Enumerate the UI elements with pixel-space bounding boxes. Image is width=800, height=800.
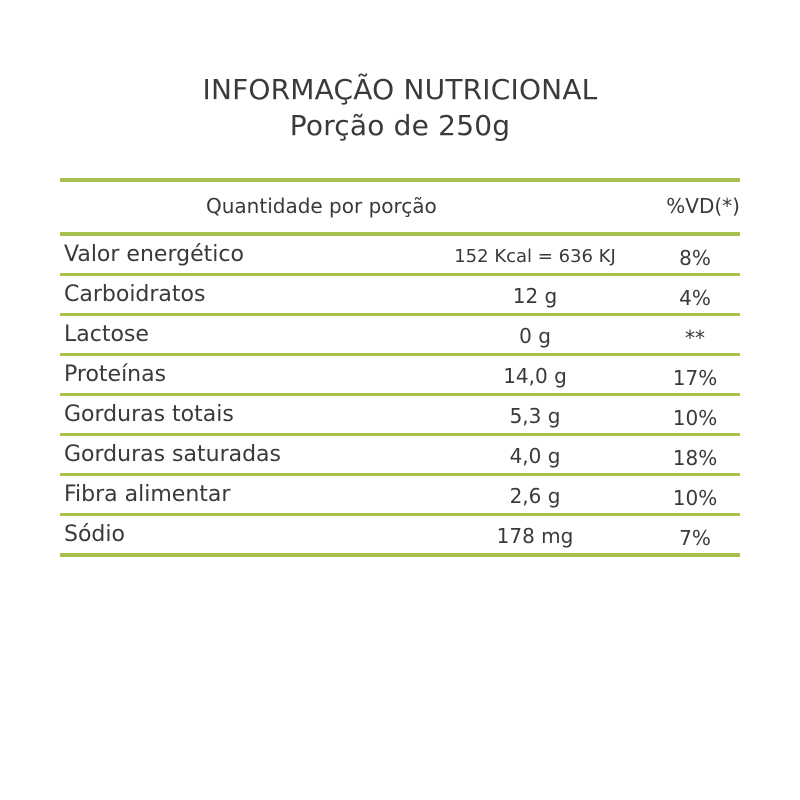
nutrient-name: Proteínas bbox=[64, 362, 167, 387]
nutrient-amount: 152 Kcal = 636 KJ bbox=[454, 246, 616, 267]
table-row: Fibra alimentar 2,6 g 10% bbox=[60, 476, 740, 513]
table-row: Lactose 0 g ** bbox=[60, 316, 740, 353]
nutrient-amount: 5,3 g bbox=[509, 404, 561, 428]
table-row: Gorduras totais 5,3 g 10% bbox=[60, 396, 740, 433]
table-row: Valor energético 152 Kcal = 636 KJ 8% bbox=[60, 236, 740, 273]
title-block: INFORMAÇÃO NUTRICIONAL Porção de 250g bbox=[0, 72, 800, 144]
row-rule bbox=[60, 473, 740, 476]
nutrient-name: Gorduras saturadas bbox=[64, 442, 282, 467]
table-row: Proteínas 14,0 g 17% bbox=[60, 356, 740, 393]
nutrient-vd: 8% bbox=[679, 246, 711, 270]
row-rule bbox=[60, 513, 740, 516]
nutrient-amount: 14,0 g bbox=[503, 364, 567, 388]
nutrient-vd: 18% bbox=[672, 446, 718, 470]
serving-size: Porção de 250g bbox=[289, 109, 511, 142]
nutrient-name: Valor energético bbox=[64, 242, 244, 267]
table-header: Quantidade por porção %VD(*) bbox=[60, 182, 740, 232]
nutrient-vd: ** bbox=[685, 326, 705, 350]
table-row: Sódio 178 mg 7% bbox=[60, 516, 740, 553]
row-rule bbox=[60, 273, 740, 276]
nutrient-vd: 17% bbox=[672, 366, 718, 390]
nutrient-vd: 10% bbox=[672, 406, 718, 430]
nutrient-amount: 2,6 g bbox=[509, 484, 561, 508]
header-vd: %VD(*) bbox=[666, 194, 740, 218]
nutrient-amount: 4,0 g bbox=[509, 444, 561, 468]
nutrient-name: Carboidratos bbox=[64, 282, 206, 307]
nutrient-vd: 7% bbox=[679, 526, 711, 550]
header-rule bbox=[60, 232, 740, 236]
nutrient-name: Gorduras totais bbox=[64, 402, 234, 427]
nutrient-name: Lactose bbox=[64, 322, 149, 347]
row-rule bbox=[60, 313, 740, 316]
nutrient-name: Sódio bbox=[64, 522, 125, 547]
nutrient-amount: 178 mg bbox=[496, 524, 574, 548]
table-row: Gorduras saturadas 4,0 g 18% bbox=[60, 436, 740, 473]
nutrient-name: Fibra alimentar bbox=[64, 482, 231, 507]
page-title: INFORMAÇÃO NUTRICIONAL bbox=[202, 73, 598, 106]
row-rule bbox=[60, 433, 740, 436]
table-row: Carboidratos 12 g 4% bbox=[60, 276, 740, 313]
nutrient-amount: 12 g bbox=[512, 284, 558, 308]
bottom-rule bbox=[60, 553, 740, 557]
nutrition-table: Quantidade por porção %VD(*) Valor energ… bbox=[60, 178, 740, 557]
nutrient-amount: 0 g bbox=[519, 324, 551, 348]
nutrient-vd: 4% bbox=[679, 286, 711, 310]
row-rule bbox=[60, 393, 740, 396]
nutrient-vd: 10% bbox=[672, 486, 718, 510]
header-quantity: Quantidade por porção bbox=[206, 194, 437, 218]
row-rule bbox=[60, 353, 740, 356]
top-rule bbox=[60, 178, 740, 182]
